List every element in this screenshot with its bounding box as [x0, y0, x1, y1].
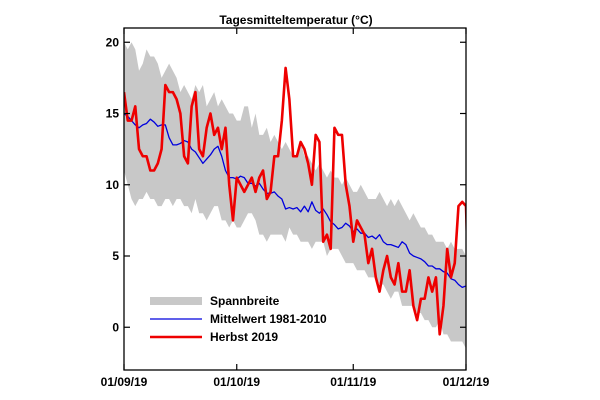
x-tick-label: 01/12/19: [443, 375, 490, 389]
y-tick-label: 15: [106, 107, 120, 121]
legend-label: Spannbreite: [210, 294, 280, 308]
y-tick-label: 20: [106, 35, 120, 49]
y-tick-label: 0: [112, 320, 119, 334]
plot-frame: [123, 27, 467, 371]
x-tick-label: 01/11/19: [330, 375, 376, 389]
legend-label: Herbst 2019: [210, 330, 278, 344]
series-mean-1981-2010-line: [124, 112, 466, 289]
axes: 0 5 10 15 20 01/09/19 01/10/19 01/11/19 01/12/19: [101, 27, 490, 389]
x-tick-label: 01/09/19: [101, 375, 148, 389]
plot-area: [124, 42, 466, 349]
legend-label: Mittelwert 1981-2010: [210, 312, 327, 326]
series-herbst-2019-line: [124, 66, 466, 336]
y-tick-label: 5: [112, 249, 119, 263]
series-group: [124, 42, 466, 349]
x-tick-label: 01/10/19: [213, 375, 260, 389]
legend: Spannbreite Mittelwert 1981-2010 Herbst 20…: [150, 294, 327, 344]
y-tick-label: 10: [106, 178, 120, 192]
chart-title: Tagesmitteltemperatur (°C): [219, 13, 372, 27]
